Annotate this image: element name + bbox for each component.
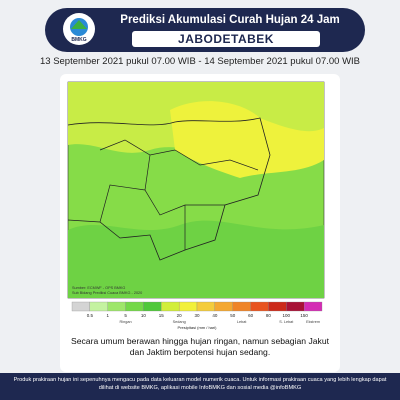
legend-swatch xyxy=(214,301,233,312)
legend-swatch xyxy=(161,301,180,312)
legend-swatch xyxy=(196,301,216,312)
title: Prediksi Akumulasi Curah Hujan 24 Jam xyxy=(120,14,340,26)
legend-swatch xyxy=(178,301,198,312)
legend-swatch xyxy=(71,301,91,312)
legend-tick-label: 15 xyxy=(159,313,165,318)
legend-tick-label: 10 xyxy=(141,313,147,318)
map-source: Sumber: ECMWF - OPS BMKG xyxy=(72,286,125,290)
legend-swatch xyxy=(143,301,162,312)
legend-swatch xyxy=(303,301,323,312)
legend-tick-label: 50 xyxy=(230,313,236,318)
legend-tick-label: 30 xyxy=(194,313,200,318)
legend-tick-label: 20 xyxy=(177,313,183,318)
legend-category: Ekstrem xyxy=(306,320,320,324)
map-credit: Sub Bidang Prediksi Cuaca BMKG - 2020 xyxy=(72,291,142,295)
boundary xyxy=(99,139,259,250)
legend-unit: Presipitasi (mm / hari) xyxy=(178,325,218,330)
logo: BMKG xyxy=(63,13,95,45)
legend-category: Lebat xyxy=(237,320,247,324)
legend-tick-label: 0.5 xyxy=(87,313,94,318)
legend-tick-label: 100 xyxy=(283,313,291,318)
rain-zone xyxy=(170,101,324,178)
legend-swatch xyxy=(89,301,108,312)
period: 13 September 2021 pukul 07.00 WIB - 14 S… xyxy=(39,56,361,67)
legend-category: S. Lebat xyxy=(279,320,294,324)
legend-swatch xyxy=(107,301,126,312)
boundary xyxy=(67,117,271,261)
legend-swatch xyxy=(250,301,269,312)
rain-zone xyxy=(68,220,324,298)
legend-swatch xyxy=(286,301,305,312)
legend-swatch xyxy=(268,301,287,312)
legend-tick-label: 40 xyxy=(212,313,218,318)
legend-tick-label: 150 xyxy=(300,313,308,318)
legend-tick-label: 80 xyxy=(266,313,272,318)
legend-swatch xyxy=(232,301,251,312)
legend-category: Sedang xyxy=(173,320,186,324)
footer: Produk prakiraan hujan ini sepenuhnya me… xyxy=(0,373,400,400)
legend-tick-label: 60 xyxy=(248,313,254,318)
legend-category: Ringan xyxy=(120,320,132,324)
description: Secara umum berawan hingga hujan ringan,… xyxy=(71,336,329,357)
legend-tick-label: 5 xyxy=(124,313,127,318)
legend-tick-label: 1 xyxy=(106,313,109,318)
legend-swatch xyxy=(125,301,144,312)
region: JABODETABEK xyxy=(132,31,320,47)
logo-label: BMKG xyxy=(71,37,86,43)
